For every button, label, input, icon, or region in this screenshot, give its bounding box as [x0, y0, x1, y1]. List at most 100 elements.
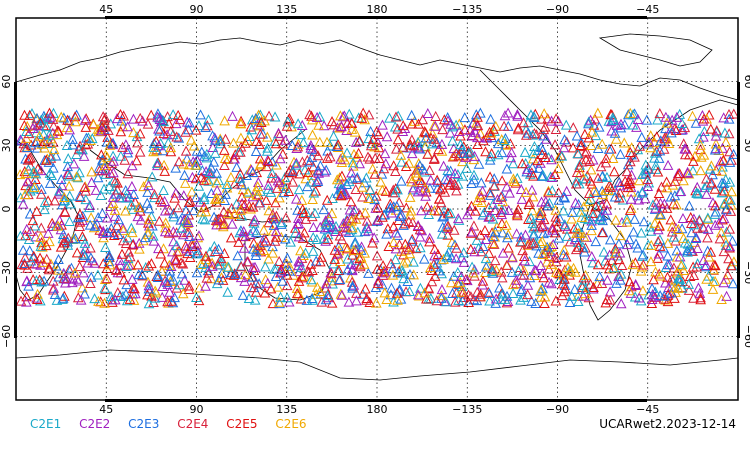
observation-marker — [332, 139, 344, 150]
observation-marker — [267, 225, 279, 236]
observation-marker — [699, 125, 710, 137]
observation-marker — [67, 133, 78, 144]
observation-marker — [290, 227, 301, 238]
observation-marker — [323, 211, 335, 222]
observation-marker — [559, 192, 571, 203]
observation-marker — [668, 198, 679, 209]
observation-marker — [637, 249, 649, 260]
observation-marker — [442, 229, 454, 240]
observation-marker — [162, 296, 173, 307]
observation-marker — [267, 298, 279, 309]
observation-marker — [242, 134, 253, 145]
observation-marker — [583, 132, 595, 143]
observation-marker — [359, 114, 371, 125]
observation-marker — [420, 132, 432, 143]
observation-marker — [351, 172, 363, 183]
observation-marker — [551, 251, 562, 262]
observation-marker — [179, 169, 190, 180]
observation-marker — [586, 225, 597, 236]
observation-marker — [583, 187, 595, 198]
observation-marker — [336, 289, 348, 300]
observation-marker — [523, 238, 535, 249]
observation-marker — [74, 190, 86, 201]
observation-marker — [415, 242, 426, 253]
observation-marker — [549, 139, 561, 150]
observation-marker — [455, 139, 466, 150]
observation-marker — [312, 165, 324, 176]
observation-marker — [176, 222, 187, 233]
observation-marker — [122, 147, 133, 158]
observation-marker — [53, 271, 65, 282]
observation-marker — [550, 113, 562, 124]
observation-marker — [547, 238, 559, 250]
observation-marker — [357, 288, 369, 299]
observation-marker — [498, 120, 510, 131]
observation-marker — [109, 176, 121, 187]
observation-marker — [643, 177, 655, 188]
observation-marker — [639, 193, 651, 204]
observation-marker — [146, 171, 158, 182]
observation-marker — [127, 227, 138, 238]
observation-marker — [163, 227, 175, 238]
observation-marker — [714, 233, 726, 244]
observation-marker — [585, 114, 596, 125]
observation-marker — [447, 135, 458, 146]
observation-marker — [380, 158, 392, 169]
observation-marker — [466, 200, 477, 211]
observation-marker — [429, 120, 441, 131]
observation-marker — [475, 128, 486, 139]
observation-marker — [466, 261, 478, 272]
observation-marker — [126, 199, 137, 210]
observation-marker — [545, 258, 557, 269]
observation-marker — [723, 253, 734, 264]
observation-marker — [723, 113, 735, 124]
observation-marker — [59, 206, 71, 217]
observation-marker — [515, 183, 527, 194]
observation-marker — [681, 245, 693, 256]
observation-marker — [460, 273, 472, 285]
observation-marker — [463, 296, 474, 307]
observation-marker — [549, 168, 561, 179]
observation-marker — [281, 120, 293, 131]
observation-marker — [537, 248, 548, 259]
observation-marker — [106, 157, 118, 168]
observation-marker — [655, 135, 667, 146]
observation-marker — [435, 197, 447, 208]
observation-marker — [135, 214, 147, 225]
observation-marker — [520, 229, 531, 240]
observation-marker — [262, 277, 274, 288]
observation-marker — [120, 288, 132, 299]
observation-marker — [425, 174, 437, 185]
observation-marker — [318, 232, 330, 243]
observation-marker — [600, 152, 612, 164]
observation-marker — [547, 224, 558, 235]
observation-marker — [285, 236, 296, 247]
observation-marker — [39, 112, 50, 123]
observation-marker — [291, 193, 302, 204]
observation-marker — [707, 169, 718, 180]
observation-marker — [110, 264, 122, 275]
observation-marker — [221, 178, 233, 189]
observation-marker — [413, 118, 424, 129]
observation-marker — [518, 250, 530, 261]
observation-marker — [668, 231, 680, 242]
observation-marker — [193, 120, 205, 131]
observation-marker — [496, 272, 508, 283]
observation-marker — [485, 129, 497, 140]
observation-marker — [149, 189, 160, 200]
observation-marker — [439, 114, 450, 125]
observation-marker — [381, 228, 392, 239]
observation-marker — [143, 180, 154, 191]
observation-marker — [295, 293, 307, 304]
observation-marker — [702, 223, 714, 234]
observation-marker — [250, 277, 262, 288]
observation-marker — [249, 294, 261, 305]
observation-marker — [167, 274, 179, 285]
observation-marker — [438, 253, 449, 264]
observation-marker — [683, 149, 695, 160]
observation-marker — [398, 257, 409, 268]
observation-marker — [77, 144, 88, 155]
observation-marker — [29, 220, 41, 231]
observation-marker — [183, 226, 195, 237]
observation-marker — [46, 217, 58, 228]
